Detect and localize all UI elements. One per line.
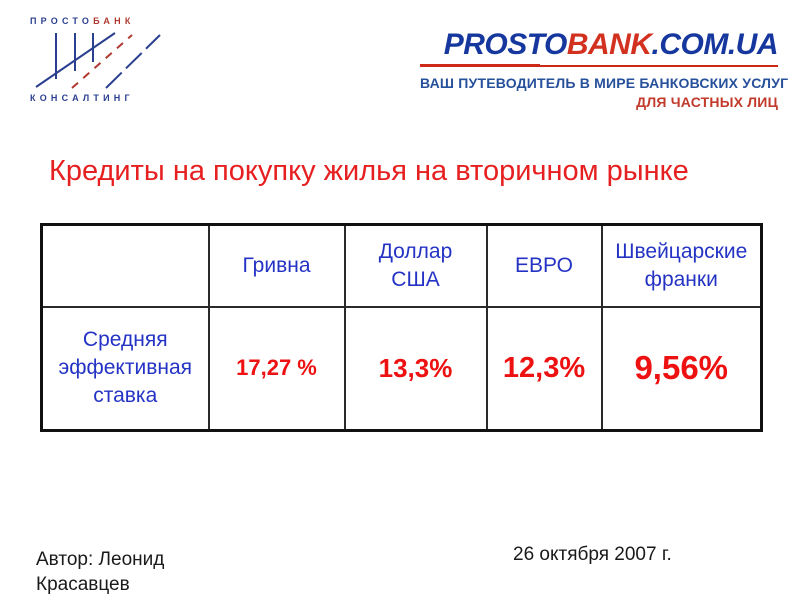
brand-divider-line xyxy=(420,64,778,67)
col-header-euro: ЕВРО xyxy=(485,223,603,308)
brand-domain: .COM.UA xyxy=(651,28,779,61)
brand-bank: BANK xyxy=(566,28,652,61)
rate-value-euro: 12,3% xyxy=(485,305,603,432)
slide-title: Кредиты на покупку жилья на вторичном ры… xyxy=(49,155,689,187)
table-data-row: Средняя эффективная ставка 17,27 % 13,3%… xyxy=(40,305,763,432)
logo-lines-icon xyxy=(35,32,161,89)
logo-top-text: ПРОСТОБАНК xyxy=(30,16,172,26)
brand-wordmark: PROSTOBANK.COM.UA xyxy=(420,28,779,61)
brand-tagline-line2: ДЛЯ ЧАСТНЫХ ЛИЦ xyxy=(636,94,778,110)
brand-tagline-line1: ВАШ ПУТЕВОДИТЕЛЬ В МИРЕ БАНКОВСКИХ УСЛУГ xyxy=(420,75,789,91)
row-label-average-effective-rate: Средняя эффективная ставка xyxy=(40,305,210,432)
logo-top-text-blue: ПРОСТО xyxy=(30,16,94,26)
prostobank-consulting-logo: ПРОСТОБАНК КОНСАЛТИНГ xyxy=(30,16,172,103)
prostobank-site-logo: PROSTOBANK.COM.UA ВАШ ПУТЕВОДИТЕЛЬ В МИР… xyxy=(420,28,789,110)
author-credit: Автор: Леонид Красавцев xyxy=(36,549,165,595)
rate-value-usd: 13,3% xyxy=(343,305,488,432)
col-header-chf: Швейцарские франки xyxy=(600,223,763,308)
rates-table: Гривна Доллар США ЕВРО Швейцарские франк… xyxy=(40,223,763,432)
logo-bottom-text: КОНСАЛТИНГ xyxy=(30,93,134,103)
col-header-hryvnia: Гривна xyxy=(207,223,346,308)
rate-value-hryvnia: 17,27 % xyxy=(207,305,346,432)
table-corner-cell xyxy=(40,223,210,308)
table-header-row: Гривна Доллар США ЕВРО Швейцарские франк… xyxy=(40,223,763,308)
logo-top-text-red: БАНК xyxy=(93,16,135,26)
divider-thick-segment xyxy=(420,64,540,67)
slide-date: 26 октября 2007 г. xyxy=(513,544,672,565)
brand-prosto: PROSTO xyxy=(443,28,568,61)
divider-thin-segment xyxy=(540,64,778,67)
rate-value-chf: 9,56% xyxy=(600,305,763,432)
col-header-usd: Доллар США xyxy=(343,223,488,308)
